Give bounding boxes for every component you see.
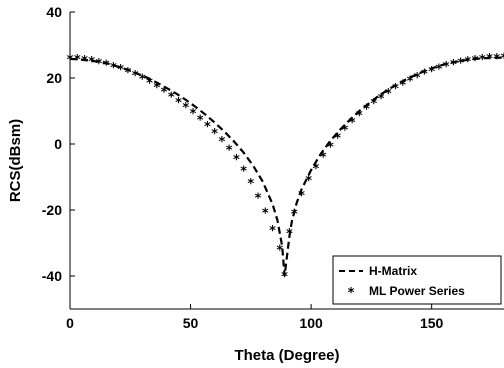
data-point-ml-power-series: * [334,132,341,147]
y-tick-label: -40 [42,268,62,284]
data-point-ml-power-series: * [81,54,88,69]
data-point-ml-power-series: * [414,71,421,86]
data-point-ml-power-series: * [493,52,500,67]
data-point-ml-power-series: * [175,96,182,111]
data-point-ml-power-series: * [197,113,204,128]
x-tick-label: 0 [66,315,74,331]
y-tick-label: -20 [42,202,62,218]
legend: H-Matrix * ML Power Series [332,255,502,305]
data-point-ml-power-series: * [356,109,363,124]
data-point-ml-power-series: * [276,244,283,259]
data-point-ml-power-series: * [421,68,428,83]
data-point-ml-power-series: * [472,54,479,69]
series-line-h-matrix [69,56,504,277]
data-point-ml-power-series: * [139,73,146,88]
data-point-ml-power-series: * [132,69,139,84]
y-tick-label: 40 [46,4,62,20]
data-point-ml-power-series: * [385,87,392,102]
y-tick-label: 20 [46,70,62,86]
y-axis-label: RCS(dBsm) [7,119,24,202]
data-point-ml-power-series: * [479,53,486,68]
data-point-ml-power-series: * [464,55,471,70]
data-point-ml-power-series: * [378,92,385,107]
x-tick-label: 100 [299,315,323,331]
x-tick-label: 50 [183,315,199,331]
data-point-ml-power-series: * [349,116,356,131]
data-point-ml-power-series: * [204,120,211,135]
legend-box [332,255,502,305]
data-point-ml-power-series: * [233,153,240,168]
data-point-ml-power-series: * [443,60,450,75]
x-tick-label: 150 [420,315,444,331]
series-layer: * * * * * * * * * * * * * * * * * * * *********************… [67,52,504,285]
data-point-ml-power-series: * [153,81,160,96]
data-point-ml-power-series: * [281,270,288,285]
data-point-ml-power-series: * [269,224,276,239]
data-point-ml-power-series: * [428,65,435,80]
data-point-ml-power-series: * [103,58,110,73]
data-point-ml-power-series: * [392,82,399,97]
y-tick-label: 0 [54,136,62,152]
data-point-ml-power-series: * [305,174,312,189]
data-point-ml-power-series: * [218,135,225,150]
data-point-ml-power-series: * [399,78,406,93]
data-point-ml-power-series: * [117,63,124,78]
data-point-ml-power-series: * [363,103,370,118]
legend-label-h-matrix: H-Matrix [369,264,417,278]
data-point-ml-power-series: * [286,227,293,242]
data-point-ml-power-series: * [110,61,117,76]
data-point-ml-power-series: * [291,207,298,222]
data-point-ml-power-series: * [255,191,262,206]
data-point-ml-power-series: * [168,90,175,105]
data-point-ml-power-series: * [435,62,442,77]
data-point-ml-power-series: * [486,52,493,67]
data-point-ml-power-series: * [313,162,320,177]
data-point-ml-power-series: * [226,144,233,159]
data-point-ml-power-series: * [211,127,218,142]
data-point-ml-power-series: * [407,74,414,89]
legend-label-ml-power-series: ML Power Series [369,284,465,298]
data-point-ml-power-series: * [96,57,103,72]
data-point-ml-power-series: * [370,97,377,112]
data-point-ml-power-series: * [501,52,504,67]
data-point-ml-power-series: * [457,56,464,71]
data-point-ml-power-series: * [146,77,153,92]
data-point-ml-power-series: * [88,55,95,70]
data-point-ml-power-series: * [74,53,81,68]
data-point-ml-power-series: * [182,101,189,116]
data-point-ml-power-series: * [450,58,457,73]
data-point-ml-power-series: * [161,86,168,101]
axes-layer: 0 50 100 150 -40 -20 0 20 40 [42,4,504,331]
data-point-ml-power-series: * [262,207,269,222]
data-point-ml-power-series: * [341,123,348,138]
data-point-ml-power-series: * [247,177,254,192]
data-point-ml-power-series: * [124,66,131,81]
data-point-ml-power-series: * [327,141,334,156]
data-point-ml-power-series: * [190,107,197,122]
x-axis-label: Theta (Degree) [234,347,339,364]
data-point-ml-power-series: * [320,151,327,166]
data-point-ml-power-series: * [240,164,247,179]
legend-swatch-ml-power-series: * [348,286,355,301]
data-point-ml-power-series: * [298,189,305,204]
